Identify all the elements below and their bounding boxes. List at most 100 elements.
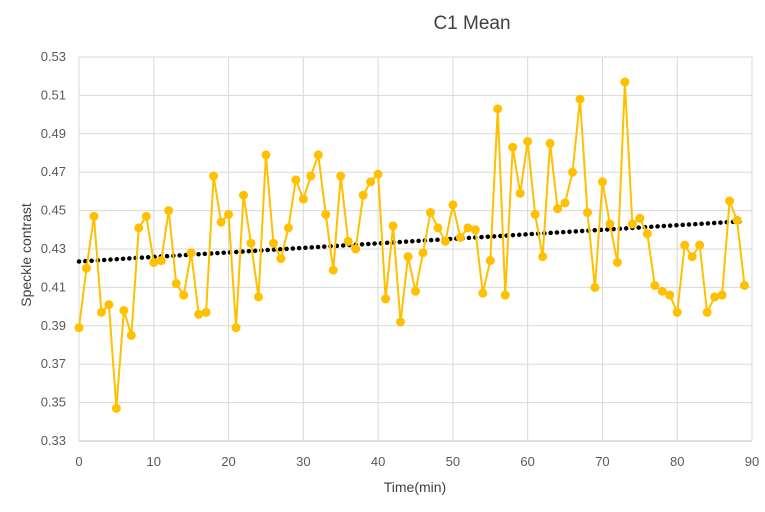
data-point xyxy=(642,229,652,239)
data-point xyxy=(411,286,420,296)
data-point xyxy=(96,307,106,317)
y-tick-label: 0.41 xyxy=(41,279,66,294)
x-tick-label: 90 xyxy=(745,454,759,469)
data-point xyxy=(515,188,525,198)
data-point xyxy=(351,244,361,254)
data-point xyxy=(657,286,667,296)
data-point xyxy=(702,307,712,317)
data-point xyxy=(336,171,346,181)
data-point xyxy=(81,263,91,273)
data-point xyxy=(141,211,151,221)
data-point xyxy=(725,196,735,206)
data-point xyxy=(463,223,473,233)
y-tick-label: 0.39 xyxy=(41,318,66,333)
data-point xyxy=(313,150,323,160)
data-point xyxy=(194,309,204,319)
data-point xyxy=(328,265,338,275)
data-point xyxy=(186,248,196,258)
data-point xyxy=(179,290,189,300)
data-point xyxy=(605,219,615,229)
x-tick-label: 30 xyxy=(296,454,310,469)
y-tick-label: 0.43 xyxy=(41,241,66,256)
data-point xyxy=(508,142,518,152)
data-point xyxy=(343,236,353,246)
data-point xyxy=(500,290,510,300)
data-point xyxy=(111,403,121,413)
data-point xyxy=(575,94,585,104)
data-point xyxy=(126,330,136,340)
data-point xyxy=(224,209,234,219)
data-point xyxy=(485,256,495,266)
data-point xyxy=(680,240,690,250)
data-point xyxy=(291,175,301,185)
data-point xyxy=(582,208,592,218)
data-point xyxy=(396,317,406,327)
data-point xyxy=(732,215,742,225)
data-point xyxy=(119,305,129,315)
data-point xyxy=(403,252,413,262)
data-point xyxy=(366,177,376,187)
x-axis-ticks: 0 10 20 30 40 50 60 70 80 90 xyxy=(75,454,759,469)
data-point xyxy=(246,238,256,248)
data-point xyxy=(261,150,271,160)
data-point xyxy=(560,198,570,208)
data-point xyxy=(239,190,249,200)
data-point xyxy=(740,280,750,290)
data-point xyxy=(448,200,458,210)
data-series xyxy=(74,77,750,413)
data-point xyxy=(717,290,727,300)
data-point xyxy=(268,238,278,248)
data-point xyxy=(276,254,286,264)
data-point xyxy=(672,307,682,317)
data-point xyxy=(164,206,174,216)
data-point xyxy=(149,257,159,267)
data-point xyxy=(440,236,450,246)
x-tick-label: 50 xyxy=(446,454,460,469)
x-axis-label: Time(min) xyxy=(384,479,446,495)
chart-title: C1 Mean xyxy=(433,13,510,34)
data-point xyxy=(388,221,398,231)
data-point xyxy=(89,211,99,221)
data-point xyxy=(209,171,219,181)
data-point xyxy=(478,288,488,298)
y-tick-label: 0.47 xyxy=(41,164,66,179)
data-point xyxy=(298,194,308,204)
data-point xyxy=(568,167,578,177)
x-tick-label: 70 xyxy=(595,454,609,469)
x-tick-label: 10 xyxy=(147,454,161,469)
data-point xyxy=(306,171,316,181)
data-point xyxy=(321,209,331,219)
data-point xyxy=(470,225,480,235)
y-axis-label: Speckle contrast xyxy=(18,203,34,307)
y-tick-label: 0.49 xyxy=(41,126,66,141)
y-axis-ticks: 0.33 0.35 0.37 0.39 0.41 0.43 0.45 0.47 0.49 0.51… xyxy=(41,49,66,448)
y-tick-label: 0.45 xyxy=(41,203,66,218)
data-point xyxy=(418,248,428,258)
data-point xyxy=(650,280,660,290)
data-point xyxy=(358,190,368,200)
y-tick-label: 0.51 xyxy=(41,87,66,102)
data-point xyxy=(455,232,465,242)
x-tick-label: 80 xyxy=(670,454,684,469)
data-point xyxy=(493,104,503,114)
data-point xyxy=(538,252,548,262)
y-tick-label: 0.37 xyxy=(41,356,66,371)
data-point xyxy=(590,282,600,292)
data-point xyxy=(171,279,181,289)
data-point xyxy=(545,138,555,148)
data-point xyxy=(373,169,383,179)
data-point xyxy=(523,136,533,146)
data-point xyxy=(74,323,84,333)
y-tick-label: 0.53 xyxy=(41,49,66,64)
x-tick-label: 60 xyxy=(520,454,534,469)
x-tick-label: 20 xyxy=(221,454,235,469)
data-point xyxy=(253,292,263,302)
data-point xyxy=(620,77,630,87)
data-point xyxy=(635,213,645,223)
data-point xyxy=(687,252,697,262)
data-point xyxy=(597,177,607,187)
data-point xyxy=(156,256,166,266)
data-point xyxy=(710,292,720,302)
